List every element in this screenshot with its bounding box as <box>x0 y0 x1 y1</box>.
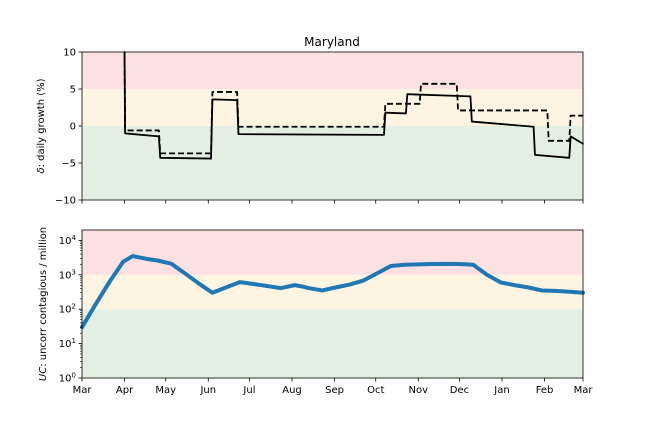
bottom-xtick-label: Feb <box>536 385 554 396</box>
bottom-ytick-label: 101 <box>59 337 76 350</box>
top-ytick-label: −5 <box>61 159 76 170</box>
bottom-ytick-label: 102 <box>59 303 76 316</box>
top-y-axis-label: δ: daily growth (%) <box>36 78 47 173</box>
top-chart-panel: 10 5 0 −5 −10 δ: daily growth (%) <box>36 48 584 207</box>
bottom-xtick-label: Jun <box>199 385 216 396</box>
bottom-plot-frame <box>81 229 584 379</box>
bottom-xtick-label: Apr <box>116 385 134 396</box>
top-series-dashed-line <box>123 51 583 155</box>
top-ytick-label: −10 <box>55 196 76 207</box>
bottom-xtick-label: Sep <box>325 385 344 396</box>
top-band-2 <box>82 126 583 200</box>
bottom-xtick-label: Nov <box>409 385 429 396</box>
bottom-band-0 <box>82 230 583 275</box>
top-band-0 <box>82 52 583 89</box>
bottom-ytick-label: 104 <box>59 234 77 247</box>
bottom-ytick-label: 103 <box>59 268 76 281</box>
bottom-xtick-label: May <box>155 385 176 396</box>
bottom-series-solid-line <box>80 254 585 330</box>
bottom-band-1 <box>82 274 583 310</box>
bottom-xtick-label: Dec <box>450 385 469 396</box>
top-ytick-label: 0 <box>70 122 76 133</box>
bottom-ytick-label: 100 <box>59 372 76 385</box>
top-ytick-label: 10 <box>63 48 76 59</box>
bottom-chart-panel: 100 101 102 103 104 Mar Apr May Jun Jul Aug Sep Oct N… <box>38 227 593 396</box>
top-ytick-label: 5 <box>70 85 76 96</box>
bottom-xtick-label: Oct <box>367 385 384 396</box>
top-band-1 <box>82 89 583 126</box>
bottom-xtick-label: Mar <box>574 385 594 396</box>
bottom-xtick-label: Jul <box>242 385 255 396</box>
top-chart-title: Maryland <box>304 35 360 49</box>
bottom-xtick-label: Aug <box>282 385 302 396</box>
bottom-xtick-label: Jan <box>493 385 509 396</box>
bottom-band-2 <box>82 309 583 378</box>
bottom-xtick-label: Mar <box>73 385 93 396</box>
top-series-solid-line <box>123 51 584 160</box>
bottom-y-axis-label: UC: uncorr contagious / million <box>38 227 49 381</box>
